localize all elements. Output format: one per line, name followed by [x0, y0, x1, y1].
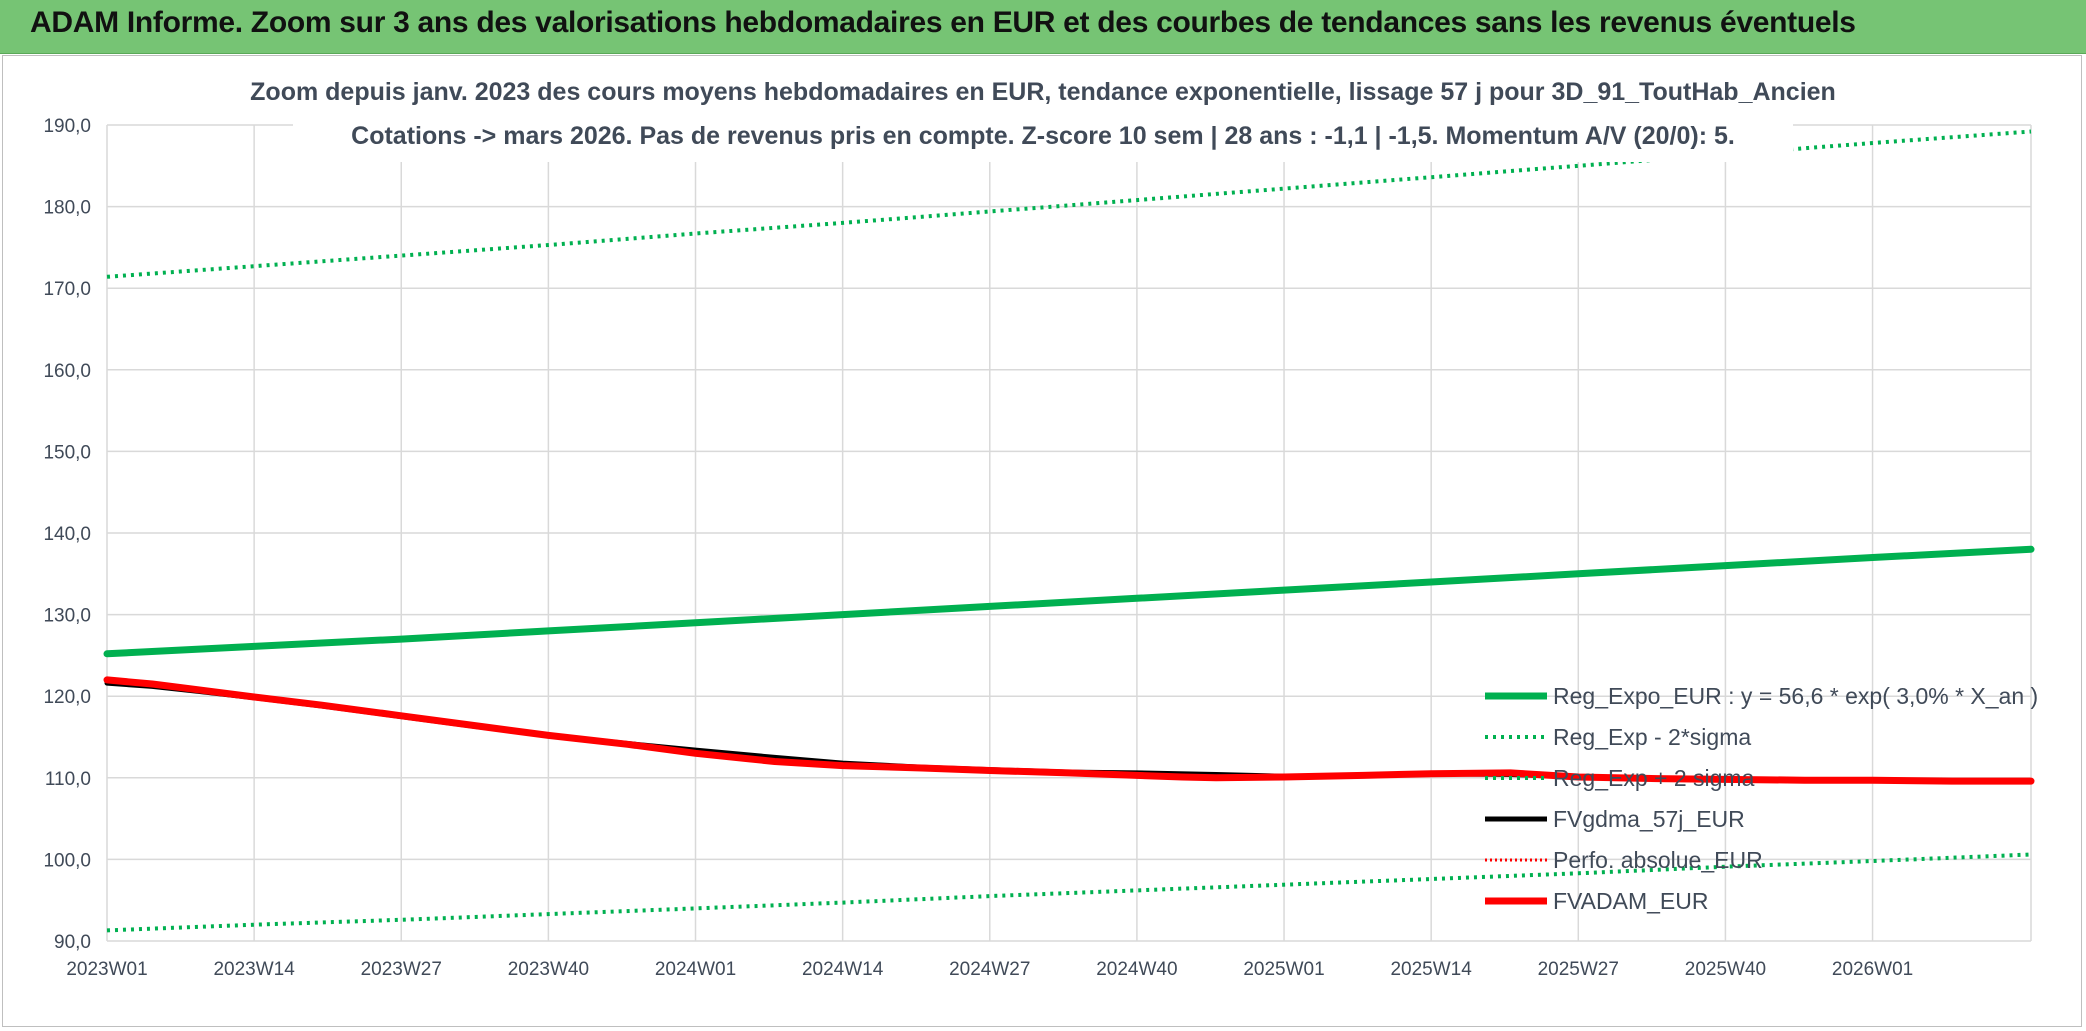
x-tick-label: 2023W27	[361, 959, 442, 980]
legend-label: FVADAM_EUR	[1553, 888, 1709, 914]
x-tick-label: 2024W27	[949, 959, 1030, 980]
y-tick-label: 170,0	[43, 279, 91, 300]
x-tick-label: 2024W01	[655, 959, 736, 980]
y-tick-label: 190,0	[43, 116, 91, 137]
chart-frame: 90,0 100,0 110,0 120,0 130,0 140,0 150,0 160,0 1…	[2, 55, 2082, 1027]
title-line-2: Cotations -> mars 2026. Pas de revenus p…	[351, 122, 1735, 150]
legend-label: Reg_Expo_EUR : y = 56,6 * exp( 3,0% * X_…	[1553, 683, 2038, 709]
axis-labels: 90,0 100,0 110,0 120,0 130,0 140,0 150,0 160,0 1…	[43, 116, 1913, 980]
y-tick-label: 100,0	[43, 850, 91, 871]
y-tick-label: 140,0	[43, 524, 91, 545]
x-tick-label: 2023W14	[213, 959, 295, 980]
title-backing	[293, 62, 1793, 162]
x-tick-label: 2025W40	[1685, 959, 1766, 980]
x-tick-label: 2023W40	[508, 959, 589, 980]
report-title: ADAM Informe. Zoom sur 3 ans des valoris…	[30, 6, 1856, 39]
x-tick-label: 2024W40	[1096, 959, 1177, 980]
x-tick-label: 2024W14	[802, 959, 884, 980]
y-tick-label: 120,0	[43, 687, 91, 708]
x-tick-label: 2026W01	[1832, 959, 1913, 980]
y-tick-label: 180,0	[43, 198, 91, 219]
y-tick-label: 110,0	[45, 769, 91, 790]
trend-chart: 90,0 100,0 110,0 120,0 130,0 140,0 150,0 160,0 1…	[43, 62, 2038, 980]
series-lines	[103, 129, 2035, 933]
series-line-0	[103, 545, 2035, 658]
y-tick-label: 90,0	[54, 932, 91, 953]
legend-label: Perfo. absolue_EUR	[1553, 847, 1763, 873]
legend: Reg_Expo_EUR : y = 56,6 * exp( 3,0% * X_…	[1485, 683, 2038, 914]
legend-label: FVgdma_57j_EUR	[1553, 806, 1745, 832]
y-tick-label: 160,0	[43, 361, 91, 382]
legend-label: Reg_Exp - 2*sigma	[1553, 724, 1751, 750]
x-tick-label: 2023W01	[66, 959, 147, 980]
legend-label: Reg_Exp + 2 sigma	[1553, 765, 1755, 791]
x-tick-label: 2025W01	[1243, 959, 1324, 980]
y-tick-label: 150,0	[43, 442, 91, 463]
report-banner: ADAM Informe. Zoom sur 3 ans des valoris…	[0, 0, 2086, 54]
x-tick-label: 2025W27	[1538, 959, 1619, 980]
x-tick-label: 2025W14	[1390, 959, 1472, 980]
title-line-1: Zoom depuis janv. 2023 des cours moyens …	[250, 78, 1836, 106]
series-line-5	[103, 676, 2035, 785]
y-tick-label: 130,0	[43, 606, 91, 627]
chart-title: Zoom depuis janv. 2023 des cours moyens …	[250, 62, 1836, 162]
